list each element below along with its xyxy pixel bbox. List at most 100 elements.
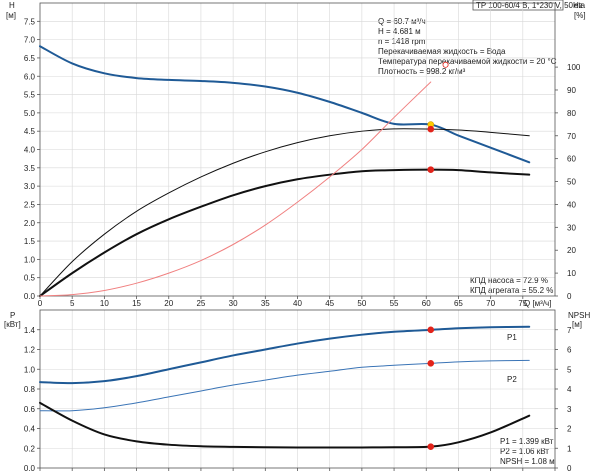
y2-tick-label: 2 [567, 425, 572, 434]
x-tick-label: 60 [422, 299, 431, 308]
x-tick-label: 65 [454, 299, 463, 308]
y-tick-label: 4.5 [24, 127, 36, 136]
x-tick-label: 15 [132, 299, 141, 308]
lower-series-line-0 [39, 325, 531, 385]
series-label-p2: P2 [507, 375, 517, 384]
y-tick-label: 0.4 [24, 425, 36, 434]
lower-info-block: P1 = 1.399 кВт P2 = 1.06 кВт NPSH = 1.08… [500, 437, 555, 466]
lower-grid [40, 310, 555, 468]
x-tick-label: 35 [261, 299, 270, 308]
y-tick-label: 7.0 [24, 36, 36, 45]
title-box [472, 0, 564, 11]
upper-series-line-2 [39, 168, 531, 297]
info-line: Температура перекачиваемой жидкости = 20… [378, 57, 557, 66]
y2-tick-label: 90 [567, 86, 576, 95]
p2-info-text: P2 = 1.06 кВт [500, 447, 549, 456]
info-line: Перекачиваемая жидкость = Вода [378, 47, 506, 56]
y-tick-label: 7.5 [24, 17, 36, 26]
y2-tick-label: 20 [567, 246, 576, 255]
lower-panel: 0.0 0.2 0.4 0.6 0.8 1.0 1.2 1.4 0 1 2 3 4 5 6 7 [24, 309, 572, 473]
info-line: Плотность = 998.2 кг/м³ [378, 67, 466, 76]
efficiency-info-block: КПД насоса = 72.9 % КПД агрегата = 55.2 … [470, 276, 553, 295]
y2-tick-label: 6 [567, 346, 572, 355]
upper-series-line-1 [39, 128, 530, 297]
info-line: n = 1418 rpm [378, 37, 426, 46]
x-tick-label: 40 [293, 299, 302, 308]
x-tick-label: 55 [390, 299, 399, 308]
upper-grid [40, 3, 555, 296]
x-tick-label: 70 [486, 299, 495, 308]
lower-series-line-2 [39, 401, 531, 449]
y2-tick-label: 4 [567, 385, 572, 394]
y-tick-label: 0.8 [24, 385, 36, 394]
y-tick-label: 0.6 [24, 405, 36, 414]
upper-panel: 0.0 0.5 1.0 1.5 2.0 2.5 3.0 3.5 4.0 4.5 5.0 5.5 6.0 6… [24, 2, 581, 308]
y-tick-label: 6.0 [24, 72, 36, 81]
x-tick-label: 20 [164, 299, 173, 308]
unit-efficiency-text: КПД агрегата = 55.2 % [470, 286, 553, 295]
y-tick-label: 1.0 [24, 365, 36, 374]
y2-tick-label: 50 [567, 178, 576, 187]
y-tick-label: 2.5 [24, 200, 36, 209]
upper-x-label: Q [м³/ч] [524, 299, 551, 308]
upper-y2-label: eta [574, 1, 586, 10]
duty-point-marker [427, 326, 435, 334]
y-tick-label: 1.2 [24, 346, 36, 355]
x-tick-label: 30 [229, 299, 238, 308]
y2-tick-label: 3 [567, 405, 572, 414]
y-tick-label: 1.5 [24, 237, 36, 246]
open-point-marker [442, 61, 449, 68]
duty-point-marker [427, 443, 435, 450]
y-tick-label: 0.0 [24, 464, 36, 473]
pump-efficiency-text: КПД насоса = 72.9 % [470, 276, 548, 285]
y2-tick-label: 60 [567, 155, 576, 164]
y-tick-label: 3.0 [24, 182, 36, 191]
duty-point-marker [427, 166, 435, 173]
lower-y-label: P [10, 311, 15, 320]
y2-tick-label: 0 [567, 464, 572, 473]
upper-y-label: H [9, 1, 15, 10]
lower-y-unit: [кВт] [4, 320, 21, 329]
upper-y-unit: [м] [6, 11, 16, 20]
x-tick-label: 25 [196, 299, 205, 308]
chart-title: TP 100-60/4 B, 1*230 V, 50Hz [476, 1, 583, 10]
y-tick-label: 5.5 [24, 91, 36, 100]
y-tick-label: 0.2 [24, 444, 36, 453]
info-line: H = 4.681 м [378, 27, 421, 36]
x-tick-label: 10 [100, 299, 109, 308]
y-tick-label: 0.0 [24, 292, 36, 301]
lower-series-line-1 [39, 359, 530, 412]
lower-y2-label: NPSH [568, 311, 590, 320]
y-tick-label: 2.0 [24, 219, 36, 228]
y-tick-label: 6.5 [24, 54, 36, 63]
lower-y2-unit: [м] [572, 320, 582, 329]
y2-tick-label: 40 [567, 200, 576, 209]
y-tick-label: 0.5 [24, 274, 36, 283]
y2-tick-label: 7 [567, 326, 572, 335]
duty-point-marker [427, 360, 435, 367]
y2-tick-label: 0 [567, 292, 572, 301]
x-tick-label: 0 [38, 299, 43, 308]
y-tick-label: 1.0 [24, 255, 36, 264]
x-tick-label: 5 [70, 299, 75, 308]
npsh-info-text: NPSH = 1.08 м [500, 457, 555, 466]
y-tick-label: 1.4 [24, 326, 36, 335]
x-tick-label: 75 [518, 299, 527, 308]
series-label-p1: P1 [507, 333, 517, 342]
y2-tick-label: 10 [567, 269, 576, 278]
y2-tick-label: 100 [567, 63, 581, 72]
x-tick-label: 50 [357, 299, 366, 308]
y-tick-label: 4.0 [24, 146, 36, 155]
y2-tick-label: 80 [567, 109, 576, 118]
y2-tick-label: 1 [567, 444, 572, 453]
upper-series-line-3 [39, 81, 432, 297]
x-tick-label: 45 [325, 299, 334, 308]
duty-point-marker [427, 125, 435, 133]
upper-y2-unit: [%] [574, 11, 586, 20]
y2-tick-label: 70 [567, 132, 576, 141]
y2-tick-label: 30 [567, 223, 576, 232]
y2-tick-label: 5 [567, 365, 572, 374]
p1-info-text: P1 = 1.399 кВт [500, 437, 554, 446]
